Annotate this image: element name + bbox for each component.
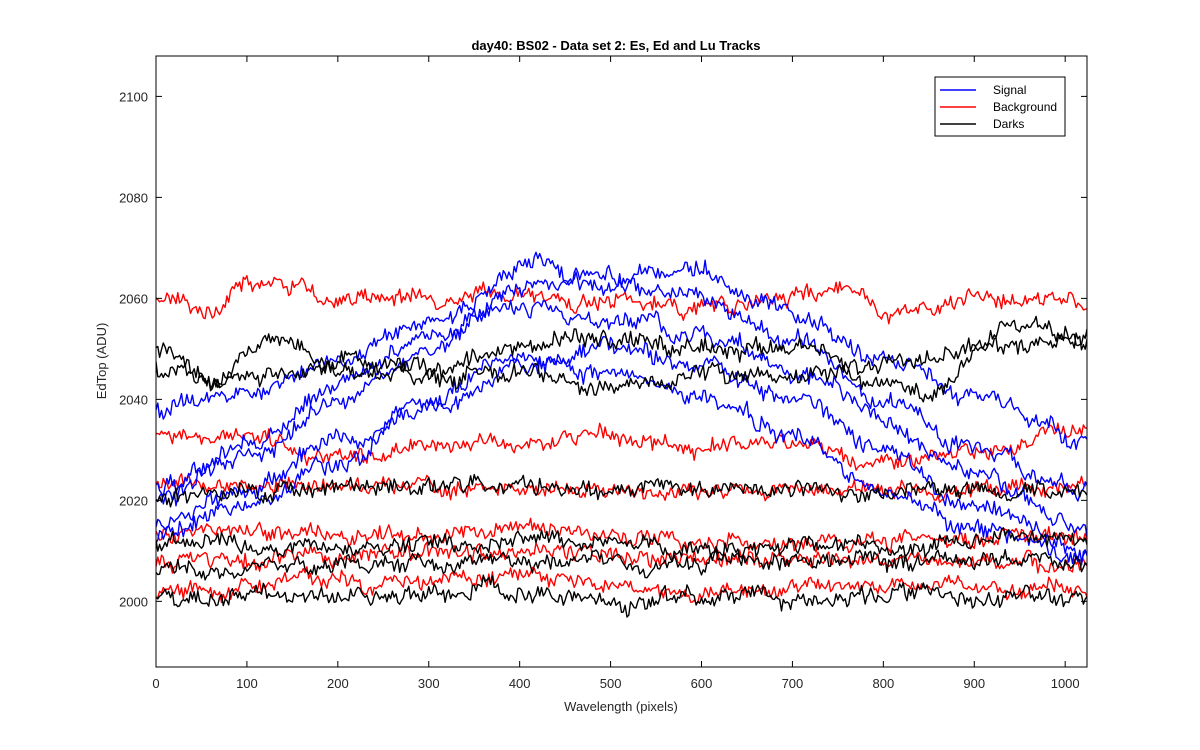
series-line-signal <box>156 264 1087 502</box>
legend-label-darks: Darks <box>993 117 1024 131</box>
series-line-darks <box>156 574 1087 618</box>
series-line-background <box>156 422 1087 471</box>
x-tick-label: 400 <box>509 676 531 691</box>
x-tick-label: 700 <box>782 676 804 691</box>
y-axis-label: EdTop (ADU) <box>94 323 109 400</box>
x-tick-label: 100 <box>236 676 258 691</box>
x-axis-label: Wavelength (pixels) <box>564 699 678 714</box>
plot-area <box>156 56 1087 667</box>
x-axis: 0 100 200 300 400 500 600 700 800 900 1000 <box>152 56 1080 691</box>
series-line-darks <box>156 328 1087 397</box>
y-tick-label: 2080 <box>119 190 148 205</box>
series-line-signal <box>156 299 1087 537</box>
x-tick-label: 900 <box>963 676 985 691</box>
series-line-darks <box>156 527 1087 563</box>
legend: Signal Background Darks <box>934 76 1066 137</box>
legend-label-signal: Signal <box>993 83 1026 97</box>
x-tick-label: 200 <box>327 676 349 691</box>
series-line-background <box>156 275 1087 325</box>
series-line-background <box>156 541 1087 574</box>
y-tick-label: 2020 <box>119 493 148 508</box>
x-tick-label: 800 <box>872 676 894 691</box>
series-line-darks <box>156 548 1087 581</box>
x-tick-label: 0 <box>152 676 159 691</box>
series-line-darks <box>156 315 1087 403</box>
y-tick-label: 2060 <box>119 291 148 306</box>
series-layer <box>156 251 1087 618</box>
y-tick-label: 2100 <box>119 89 148 104</box>
y-tick-label: 2000 <box>119 594 148 609</box>
x-tick-label: 600 <box>691 676 713 691</box>
chart-title: day40: BS02 - Data set 2: Es, Ed and Lu … <box>471 38 760 53</box>
x-tick-label: 500 <box>600 676 622 691</box>
x-tick-label: 1000 <box>1051 676 1080 691</box>
series-line-darks <box>156 473 1087 508</box>
x-tick-label: 300 <box>418 676 440 691</box>
series-line-signal <box>156 351 1087 565</box>
y-axis: 2000 2020 2040 2060 2080 2100 <box>119 89 1087 609</box>
series-line-signal <box>156 335 1087 566</box>
y-tick-label: 2040 <box>119 392 148 407</box>
legend-label-background: Background <box>993 100 1057 114</box>
plot-frame <box>155 55 1088 668</box>
series-line-signal <box>156 251 1087 450</box>
